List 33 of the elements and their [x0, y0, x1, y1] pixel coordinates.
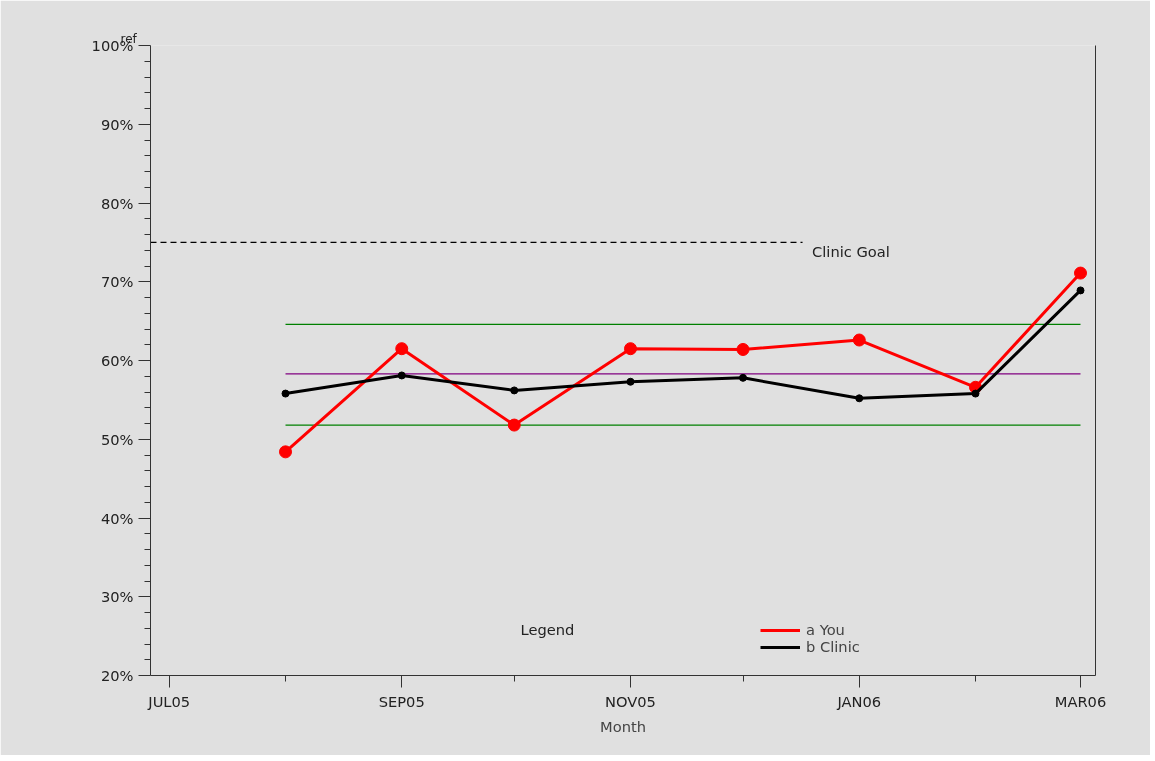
point: [510, 386, 519, 395]
point: [626, 377, 635, 386]
y-tick-label: 70%: [100, 273, 134, 291]
x-tick-label: JUL05: [147, 692, 191, 710]
point: [397, 371, 406, 380]
point: [507, 418, 521, 432]
point: [852, 333, 866, 347]
y-tick-label: 50%: [100, 430, 134, 448]
legend-label: b Clinic: [806, 638, 860, 655]
y-tick-label: 80%: [100, 194, 134, 212]
point: [281, 389, 290, 398]
point: [739, 373, 747, 382]
point: [395, 342, 409, 356]
point: [624, 342, 637, 356]
x-tick-label: MAR06: [1054, 692, 1107, 710]
x-tick-label: SEP05: [378, 692, 425, 710]
legend-label: a You: [806, 621, 845, 638]
point: [971, 389, 980, 398]
x-tick-label: JAN06: [836, 692, 882, 710]
x-tick-label: NOV05: [605, 692, 656, 710]
legend-title: Legend: [520, 620, 575, 638]
point: [736, 342, 750, 356]
point: [279, 445, 292, 459]
y-tick-label: 20%: [100, 667, 134, 684]
point: [1076, 286, 1085, 295]
y-tick-label: 30%: [100, 588, 134, 606]
y-tick-label: 60%: [100, 352, 134, 369]
x-axis-title: Month: [600, 717, 646, 735]
y-tick-label: 40%: [100, 509, 134, 527]
ref-line-label: Clinic Goal: [812, 243, 890, 261]
y-tick-label: 90%: [100, 115, 134, 133]
point: [855, 394, 864, 403]
point: [1074, 266, 1087, 280]
